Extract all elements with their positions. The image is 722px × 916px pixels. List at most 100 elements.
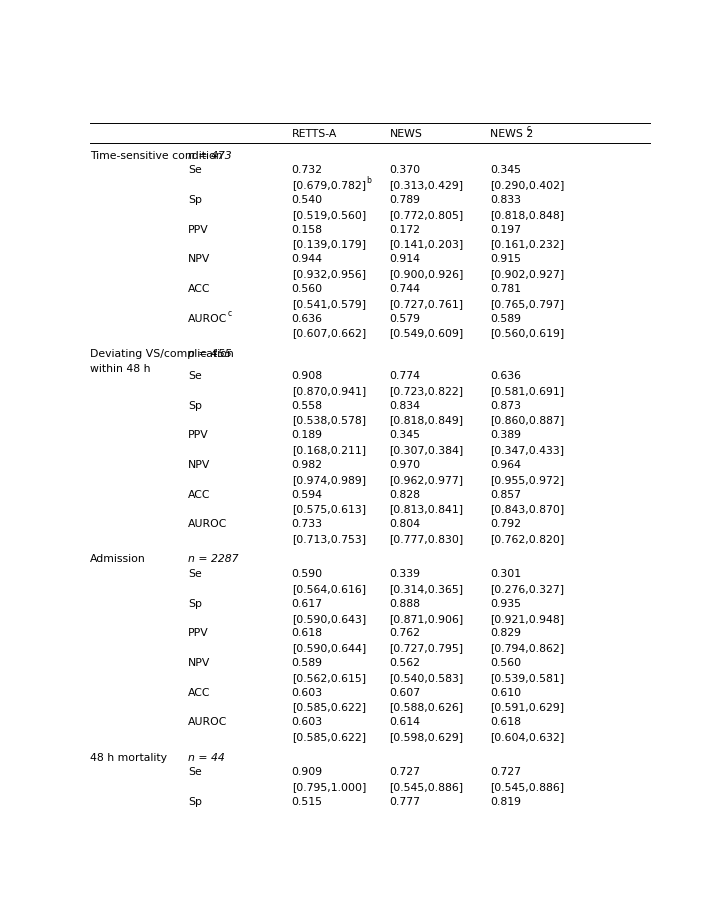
- Text: 0.158: 0.158: [292, 224, 323, 234]
- Text: within 48 h: within 48 h: [90, 364, 151, 374]
- Text: [0.314,0.365]: [0.314,0.365]: [390, 584, 464, 594]
- Text: Se: Se: [188, 569, 202, 579]
- Text: PPV: PPV: [188, 224, 209, 234]
- Text: [0.588,0.626]: [0.588,0.626]: [390, 703, 464, 713]
- Text: [0.921,0.948]: [0.921,0.948]: [490, 614, 565, 624]
- Text: [0.590,0.644]: [0.590,0.644]: [292, 643, 366, 653]
- Text: [0.538,0.578]: [0.538,0.578]: [292, 416, 366, 425]
- Text: 0.558: 0.558: [292, 400, 323, 410]
- Text: [0.818,0.848]: [0.818,0.848]: [490, 210, 565, 220]
- Text: Sp: Sp: [188, 400, 202, 410]
- Text: 0.727: 0.727: [390, 768, 421, 778]
- Text: 0.744: 0.744: [390, 284, 421, 294]
- Text: 0.603: 0.603: [292, 717, 323, 727]
- Text: 0.819: 0.819: [490, 797, 521, 807]
- Text: [0.604,0.632]: [0.604,0.632]: [490, 732, 565, 742]
- Text: AUROC: AUROC: [188, 313, 227, 323]
- Text: Se: Se: [188, 768, 202, 778]
- Text: [0.591,0.629]: [0.591,0.629]: [490, 703, 565, 713]
- Text: [0.585,0.622]: [0.585,0.622]: [292, 703, 366, 713]
- Text: 0.829: 0.829: [490, 628, 521, 638]
- Text: 0.857: 0.857: [490, 489, 521, 499]
- Text: 0.607: 0.607: [390, 688, 421, 698]
- Text: 0.727: 0.727: [490, 768, 521, 778]
- Text: NEWS: NEWS: [390, 128, 422, 138]
- Text: 0.964: 0.964: [490, 460, 521, 470]
- Text: [0.713,0.753]: [0.713,0.753]: [292, 534, 366, 544]
- Text: [0.545,0.886]: [0.545,0.886]: [390, 782, 464, 792]
- Text: 0.828: 0.828: [390, 489, 421, 499]
- Text: [0.585,0.622]: [0.585,0.622]: [292, 732, 366, 742]
- Text: [0.794,0.862]: [0.794,0.862]: [490, 643, 565, 653]
- Text: [0.843,0.870]: [0.843,0.870]: [490, 505, 565, 515]
- Text: 0.792: 0.792: [490, 519, 521, 529]
- Text: 0.774: 0.774: [390, 371, 421, 381]
- Text: 0.515: 0.515: [292, 797, 323, 807]
- Text: [0.545,0.886]: [0.545,0.886]: [490, 782, 565, 792]
- Text: 0.189: 0.189: [292, 431, 323, 441]
- Text: 0.833: 0.833: [490, 195, 521, 205]
- Text: 0.589: 0.589: [292, 658, 323, 668]
- Text: 0.339: 0.339: [390, 569, 421, 579]
- Text: 0.873: 0.873: [490, 400, 521, 410]
- Text: Se: Se: [188, 371, 202, 381]
- Text: 0.732: 0.732: [292, 166, 323, 176]
- Text: [0.161,0.232]: [0.161,0.232]: [490, 239, 565, 249]
- Text: PPV: PPV: [188, 628, 209, 638]
- Text: 0.888: 0.888: [390, 599, 421, 609]
- Text: 0.636: 0.636: [490, 371, 521, 381]
- Text: [0.974,0.989]: [0.974,0.989]: [292, 474, 366, 485]
- Text: [0.962,0.977]: [0.962,0.977]: [390, 474, 464, 485]
- Text: n = 455: n = 455: [188, 349, 232, 359]
- Text: RETTS-A: RETTS-A: [292, 128, 337, 138]
- Text: Time-sensitive condition: Time-sensitive condition: [90, 150, 223, 160]
- Text: [0.932,0.956]: [0.932,0.956]: [292, 269, 366, 279]
- Text: 0.540: 0.540: [292, 195, 323, 205]
- Text: [0.562,0.615]: [0.562,0.615]: [292, 673, 366, 683]
- Text: [0.168,0.211]: [0.168,0.211]: [292, 445, 366, 455]
- Text: 0.908: 0.908: [292, 371, 323, 381]
- Text: c: c: [527, 124, 531, 133]
- Text: [0.818,0.849]: [0.818,0.849]: [390, 416, 464, 425]
- Text: 0.982: 0.982: [292, 460, 323, 470]
- Text: 0.594: 0.594: [292, 489, 323, 499]
- Text: [0.870,0.941]: [0.870,0.941]: [292, 386, 366, 396]
- Text: PPV: PPV: [188, 431, 209, 441]
- Text: 0.970: 0.970: [390, 460, 421, 470]
- Text: [0.541,0.579]: [0.541,0.579]: [292, 299, 366, 309]
- Text: 0.197: 0.197: [490, 224, 521, 234]
- Text: 0.389: 0.389: [490, 431, 521, 441]
- Text: [0.307,0.384]: [0.307,0.384]: [390, 445, 464, 455]
- Text: AUROC: AUROC: [188, 717, 227, 727]
- Text: 0.789: 0.789: [390, 195, 421, 205]
- Text: 0.562: 0.562: [390, 658, 421, 668]
- Text: n = 44: n = 44: [188, 753, 225, 763]
- Text: 0.618: 0.618: [292, 628, 323, 638]
- Text: NPV: NPV: [188, 255, 211, 265]
- Text: 0.370: 0.370: [390, 166, 421, 176]
- Text: 0.914: 0.914: [390, 255, 421, 265]
- Text: 48 h mortality: 48 h mortality: [90, 753, 168, 763]
- Text: [0.813,0.841]: [0.813,0.841]: [390, 505, 464, 515]
- Text: [0.139,0.179]: [0.139,0.179]: [292, 239, 366, 249]
- Text: [0.607,0.662]: [0.607,0.662]: [292, 328, 366, 338]
- Text: [0.575,0.613]: [0.575,0.613]: [292, 505, 366, 515]
- Text: [0.727,0.795]: [0.727,0.795]: [390, 643, 464, 653]
- Text: 0.590: 0.590: [292, 569, 323, 579]
- Text: [0.540,0.583]: [0.540,0.583]: [390, 673, 464, 683]
- Text: b: b: [366, 176, 370, 184]
- Text: ACC: ACC: [188, 688, 211, 698]
- Text: [0.347,0.433]: [0.347,0.433]: [490, 445, 565, 455]
- Text: [0.539,0.581]: [0.539,0.581]: [490, 673, 565, 683]
- Text: ACC: ACC: [188, 284, 211, 294]
- Text: 0.834: 0.834: [390, 400, 421, 410]
- Text: 0.603: 0.603: [292, 688, 323, 698]
- Text: NEWS 2: NEWS 2: [490, 128, 534, 138]
- Text: Sp: Sp: [188, 797, 202, 807]
- Text: 0.301: 0.301: [490, 569, 521, 579]
- Text: [0.564,0.616]: [0.564,0.616]: [292, 584, 366, 594]
- Text: 0.560: 0.560: [490, 658, 521, 668]
- Text: NPV: NPV: [188, 658, 211, 668]
- Text: 0.579: 0.579: [390, 313, 421, 323]
- Text: 0.617: 0.617: [292, 599, 323, 609]
